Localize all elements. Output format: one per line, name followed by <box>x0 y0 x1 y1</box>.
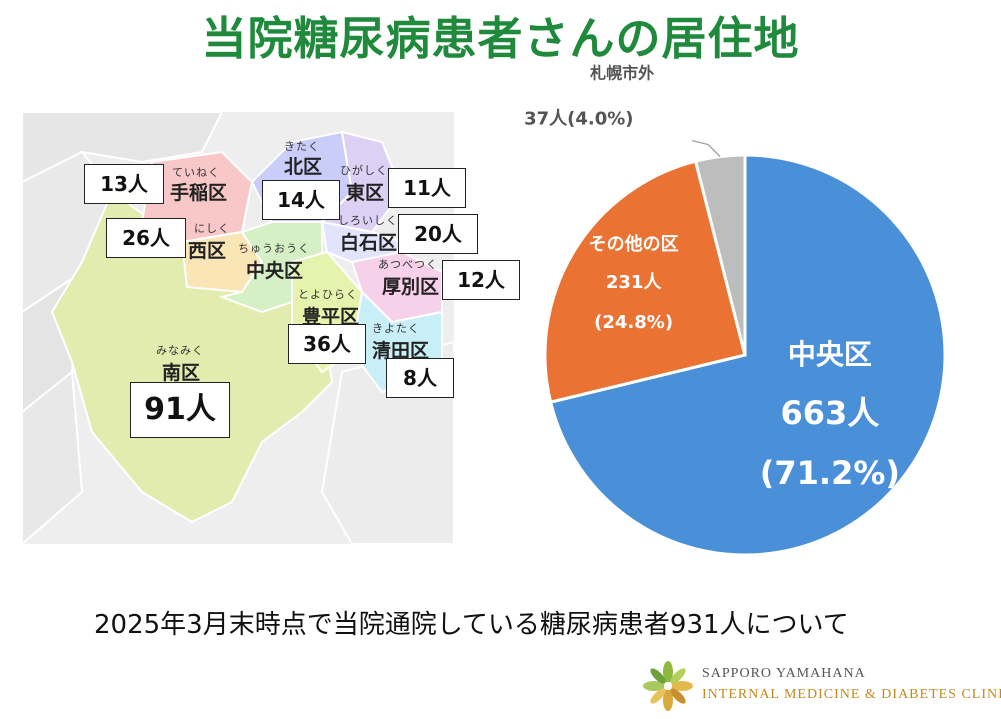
ward-name-kita: 北区 <box>284 156 323 178</box>
count-box-toyohira: 36人 <box>288 324 366 364</box>
ward-kana-minami: みなみく <box>156 344 204 357</box>
ward-kana-chuo: ちゅうおうく <box>238 242 310 255</box>
ward-kana-teine: ていねく <box>172 166 220 179</box>
ward-name-atsubetsu: 厚別区 <box>382 276 440 298</box>
count-box-atsubetsu: 12人 <box>442 260 520 300</box>
pie-slices <box>543 153 947 557</box>
ward-kana-toyohira: とよひらく <box>298 288 358 301</box>
ward-name-higashi: 東区 <box>346 182 385 204</box>
pie-labels: 中央区 663人 (71.2%) その他の区 231人 (24.8%) 札幌市外 37人(4.… <box>524 64 900 492</box>
count-box-minami: 91人 <box>130 382 230 438</box>
leader-line-outside <box>691 139 721 157</box>
ward-kana-nishi: にしく <box>194 222 230 235</box>
count-box-teine: 13人 <box>84 164 164 204</box>
outer-region <box>21 370 84 547</box>
sapporo-ward-map: ていねく 手稲区 きたく 北区 ひがしく 東区 にしく 西区 しろいしく 白石区… <box>21 111 520 547</box>
ward-name-kiyota: 清田区 <box>372 340 430 362</box>
ward-name-shiroishi: 白石区 <box>340 232 398 254</box>
map-base <box>21 111 455 547</box>
label-chuo-count: 663人 <box>780 394 879 432</box>
ward-name-toyohira: 豊平区 <box>302 306 360 328</box>
label-outside-name: 札幌市外 <box>589 64 654 83</box>
count-box-nishi: 26人 <box>106 218 186 258</box>
count-box-shiroishi: 20人 <box>398 214 478 254</box>
label-other-name: その他の区 <box>589 233 679 255</box>
label-other-pct: (24.8%) <box>594 312 673 333</box>
label-chuo-name: 中央区 <box>788 338 872 371</box>
label-other-count: 231人 <box>606 272 663 293</box>
label-outside-count: 37人(4.0%) <box>524 109 633 130</box>
count-box-higashi: 11人 <box>388 168 466 208</box>
slice-outside-sapporo <box>693 153 747 356</box>
logo-line1: SAPPORO YAMAHANA <box>702 666 866 681</box>
slice-chuo <box>548 153 947 557</box>
page-title: 当院糖尿病患者さんの居住地 <box>201 12 800 65</box>
slice-other-wards <box>543 159 747 404</box>
ward-kana-shiroishi: しろいしく <box>338 214 398 227</box>
count-box-kiyota: 8人 <box>386 358 454 398</box>
ward-name-teine: 手稲区 <box>170 182 228 204</box>
label-chuo-pct: (71.2%) <box>760 454 900 492</box>
logo-line2: INTERNAL MEDICINE & DIABETES CLINIC <box>702 687 1001 702</box>
ward-name-chuo: 中央区 <box>246 260 304 282</box>
flower-logo-icon <box>643 661 693 711</box>
count-box-kita: 14人 <box>262 180 340 220</box>
clinic-logo: SAPPORO YAMAHANA INTERNAL MEDICINE & DIA… <box>640 660 1001 712</box>
ward-kana-kiyota: きよたく <box>372 322 420 335</box>
ward-kana-higashi: ひがしく <box>340 164 388 177</box>
pie-chart: 中央区 663人 (71.2%) その他の区 231人 (24.8%) 札幌市外 37人(4.… <box>524 64 947 557</box>
ward-name-nishi: 西区 <box>188 240 227 262</box>
ward-name-minami: 南区 <box>162 362 201 384</box>
ward-kana-atsubetsu: あつべつく <box>378 258 438 271</box>
ward-kana-kita: きたく <box>284 140 320 153</box>
footnote: 2025年3月末時点で当院通院している糖尿病患者931人について <box>94 610 849 640</box>
